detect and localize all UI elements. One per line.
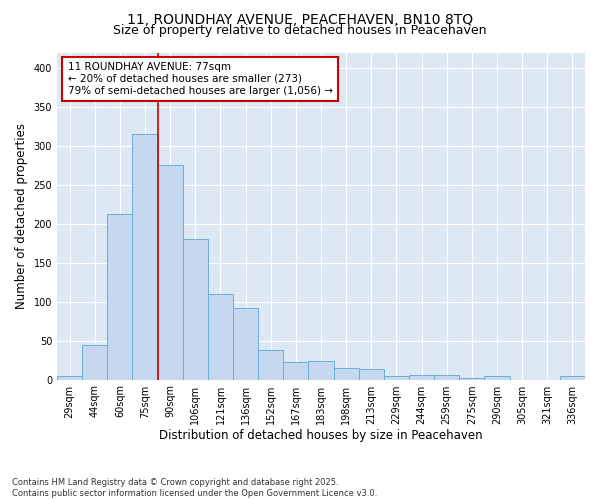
Bar [283,362,308,380]
Bar [409,375,434,380]
Text: 11 ROUNDHAY AVENUE: 77sqm
← 20% of detached houses are smaller (273)
79% of semi: 11 ROUNDHAY AVENUE: 77sqm ← 20% of detac… [68,62,332,96]
Bar [258,350,283,380]
Bar [484,376,509,380]
Bar [359,370,384,380]
Bar [384,376,409,380]
Bar [308,361,334,380]
Text: 11, ROUNDHAY AVENUE, PEACEHAVEN, BN10 8TQ: 11, ROUNDHAY AVENUE, PEACEHAVEN, BN10 8T… [127,12,473,26]
Bar [57,376,82,380]
Bar [183,240,208,380]
Text: Contains HM Land Registry data © Crown copyright and database right 2025.
Contai: Contains HM Land Registry data © Crown c… [12,478,377,498]
Text: Size of property relative to detached houses in Peacehaven: Size of property relative to detached ho… [113,24,487,37]
Bar [107,214,133,380]
Bar [334,368,359,380]
Bar [560,376,585,380]
Bar [158,166,183,380]
Bar [208,294,233,380]
Bar [434,375,459,380]
Bar [82,344,107,380]
Y-axis label: Number of detached properties: Number of detached properties [15,123,28,309]
X-axis label: Distribution of detached houses by size in Peacehaven: Distribution of detached houses by size … [159,430,483,442]
Bar [133,134,158,380]
Bar [459,378,484,380]
Bar [233,308,258,380]
